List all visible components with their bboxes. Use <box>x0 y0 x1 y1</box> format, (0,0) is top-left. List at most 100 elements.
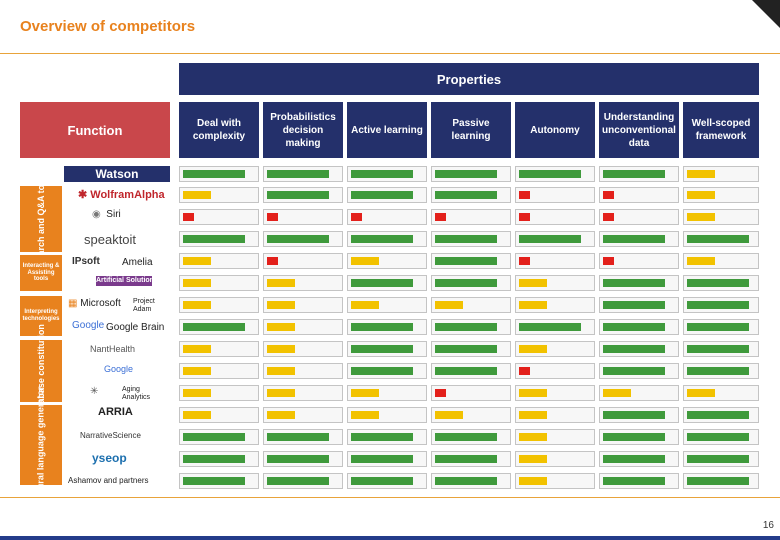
rating-bar-medium <box>687 257 715 265</box>
rating-bar-high <box>687 411 749 419</box>
logo-microsoft: ▦ Microsoft <box>68 298 121 309</box>
rating-cell <box>347 451 427 467</box>
rating-bar-medium <box>351 389 379 397</box>
rating-bar-high <box>603 235 665 243</box>
rating-bar-high <box>519 170 581 178</box>
rating-cell <box>179 253 259 269</box>
rating-cell <box>431 253 511 269</box>
rating-cell <box>683 473 759 489</box>
rating-cell <box>263 231 343 247</box>
watson-label: Watson <box>64 166 170 182</box>
rating-cell <box>599 429 679 445</box>
rating-bar-high <box>351 170 413 178</box>
rating-bar-low <box>267 213 278 221</box>
rating-cell <box>347 473 427 489</box>
rating-cell <box>515 187 595 203</box>
rating-cell <box>599 166 679 182</box>
rating-cell <box>515 341 595 357</box>
rating-cell <box>347 297 427 313</box>
rating-bar-medium <box>435 411 463 419</box>
rating-bar-high <box>435 235 497 243</box>
rating-bar-high <box>351 345 413 353</box>
category-interacting-assisting: Interacting & Assisting tools <box>20 255 62 291</box>
rating-bar-low <box>267 257 278 265</box>
rating-bar-medium <box>183 301 211 309</box>
rating-bar-high <box>687 367 749 375</box>
rating-bar-low <box>603 191 614 199</box>
logo-amelia: Amelia <box>122 257 153 268</box>
rating-cell <box>179 275 259 291</box>
rating-cell <box>179 187 259 203</box>
rating-bar-high <box>519 323 581 331</box>
page-number: 16 <box>762 520 774 531</box>
rating-bar-medium <box>267 279 295 287</box>
rating-bar-medium <box>183 345 211 353</box>
rating-bar-high <box>267 477 329 485</box>
rating-cell <box>179 209 259 225</box>
logo-google-brain: Google Brain <box>106 322 165 333</box>
category-nlg: Natural language generator <box>20 386 62 504</box>
rating-cell <box>179 341 259 357</box>
wolfram-star-icon: ✱ <box>78 189 88 201</box>
property-header: Probabilistics decision making <box>263 102 343 158</box>
rating-bar-high <box>351 191 413 199</box>
rating-cell <box>263 166 343 182</box>
logo-arria: ARRIA <box>98 406 133 418</box>
rating-bar-medium <box>267 389 295 397</box>
rating-cell <box>263 297 343 313</box>
rating-cell <box>683 319 759 335</box>
rating-cell <box>683 341 759 357</box>
rating-bar-high <box>351 279 413 287</box>
rating-bar-high <box>435 433 497 441</box>
bottom-edge <box>0 536 780 540</box>
rating-cell <box>431 187 511 203</box>
rating-bar-medium <box>351 301 379 309</box>
rating-bar-medium <box>519 301 547 309</box>
rating-bar-medium <box>267 301 295 309</box>
category-database: Database constitution <box>20 324 62 418</box>
rating-bar-medium <box>687 389 715 397</box>
rating-bar-high <box>603 323 665 331</box>
rating-cell <box>683 209 759 225</box>
rating-cell <box>599 297 679 313</box>
rating-cell <box>431 451 511 467</box>
rating-bar-medium <box>687 213 715 221</box>
rating-cell <box>179 473 259 489</box>
logo-ipsoft: IPsoft <box>72 256 100 267</box>
rating-cell <box>347 341 427 357</box>
rating-cell <box>263 275 343 291</box>
rating-bar-high <box>603 477 665 485</box>
rating-cell <box>515 385 595 401</box>
rating-bar-high <box>603 301 665 309</box>
category-interpreting: Interpreting technologies <box>20 296 62 336</box>
rating-cell <box>515 297 595 313</box>
rating-cell <box>179 166 259 182</box>
rating-bar-medium <box>519 279 547 287</box>
rating-bar-low <box>519 191 530 199</box>
rating-bar-high <box>435 279 497 287</box>
rating-bar-low <box>183 213 194 221</box>
rating-bar-medium <box>351 257 379 265</box>
rating-bar-medium <box>519 389 547 397</box>
properties-header: Properties <box>179 63 759 95</box>
rating-bar-high <box>435 455 497 463</box>
rating-cell <box>347 363 427 379</box>
rating-cell <box>683 451 759 467</box>
rating-bar-high <box>183 433 245 441</box>
rating-bar-low <box>603 213 614 221</box>
rating-cell <box>179 297 259 313</box>
rating-bar-high <box>519 235 581 243</box>
property-header: Autonomy <box>515 102 595 158</box>
rating-cell <box>515 451 595 467</box>
rating-cell <box>683 275 759 291</box>
rating-cell <box>599 363 679 379</box>
rating-cell <box>599 209 679 225</box>
rating-bar-medium <box>519 345 547 353</box>
rating-cell <box>599 231 679 247</box>
rating-bar-medium <box>183 279 211 287</box>
rating-cell <box>599 275 679 291</box>
rating-cell <box>347 209 427 225</box>
rating-bar-medium <box>519 455 547 463</box>
rating-bar-high <box>183 170 245 178</box>
rating-bar-high <box>435 257 497 265</box>
